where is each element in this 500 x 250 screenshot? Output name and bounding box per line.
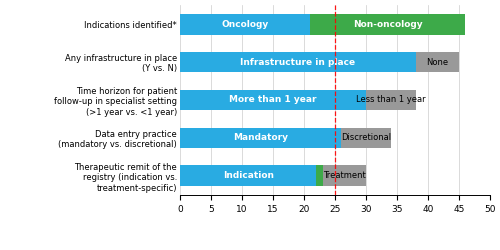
Bar [316, 166, 322, 186]
Text: Oncology: Oncology [222, 20, 268, 28]
Bar [180, 90, 366, 110]
Bar [366, 90, 416, 110]
Text: Less than 1 year: Less than 1 year [356, 96, 426, 104]
Bar [180, 14, 310, 34]
Text: Mandatory: Mandatory [233, 134, 288, 142]
Bar [341, 128, 391, 148]
Text: Non-oncology: Non-oncology [353, 20, 422, 28]
Text: Infrastructure in place: Infrastructure in place [240, 58, 356, 66]
Bar [180, 166, 316, 186]
Bar [416, 52, 459, 72]
Text: None: None [426, 58, 448, 66]
Bar [322, 166, 366, 186]
Bar [180, 52, 416, 72]
Text: Treatment: Treatment [323, 172, 366, 180]
Text: Discretional: Discretional [341, 134, 391, 142]
Text: Indication: Indication [222, 172, 274, 180]
Bar [310, 14, 465, 34]
Bar [180, 128, 341, 148]
Text: More than 1 year: More than 1 year [229, 96, 317, 104]
